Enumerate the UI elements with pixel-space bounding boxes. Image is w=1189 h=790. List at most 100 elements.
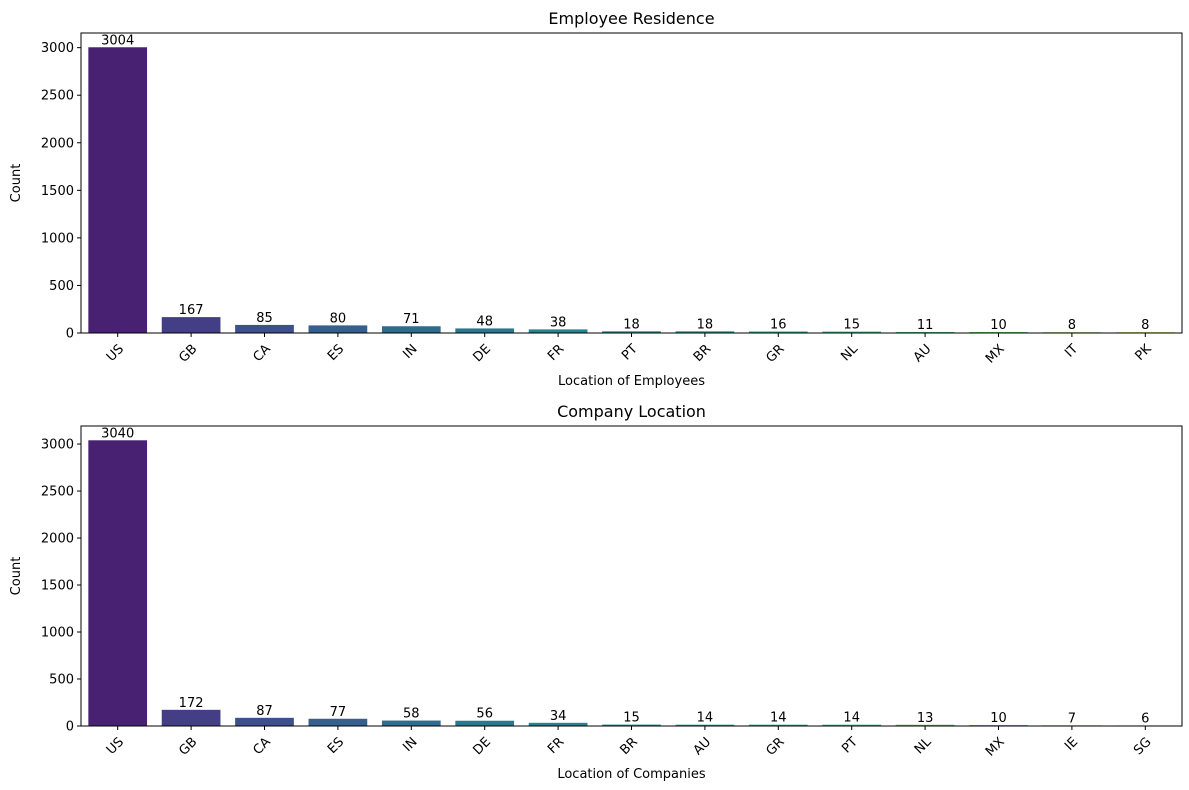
bar-value-label: 14 <box>697 711 714 726</box>
x-tick-label: AU <box>911 342 935 366</box>
x-tick-label: IN <box>400 735 420 755</box>
bar-ca <box>235 717 294 726</box>
bar-value-label: 34 <box>550 709 567 724</box>
x-tick-label: MX <box>983 735 1008 760</box>
bar-value-label: 16 <box>770 317 787 332</box>
x-tick-label: PT <box>839 735 861 757</box>
x-tick-label: NL <box>912 734 935 757</box>
x-tick-label: FR <box>545 735 567 757</box>
bar-gb <box>161 317 221 333</box>
bar-in <box>381 326 441 333</box>
bar-value-label: 56 <box>476 707 493 722</box>
bar-fr <box>528 329 588 333</box>
bar-value-label: 18 <box>623 317 640 332</box>
bar-value-label: 10 <box>990 318 1007 333</box>
y-tick-label: 2000 <box>41 136 74 151</box>
x-tick-label: NL <box>838 341 861 364</box>
y-tick-label: 2500 <box>41 89 74 104</box>
bar-value-label: 11 <box>917 318 934 333</box>
bar-value-label: 15 <box>623 711 640 726</box>
x-axis-label: Location of Employees <box>558 374 705 389</box>
x-tick-label: FR <box>545 342 567 364</box>
x-tick-label: GB <box>176 735 200 759</box>
bar-value-label: 18 <box>697 317 714 332</box>
bar-es <box>308 325 368 333</box>
bar-nl <box>822 331 882 333</box>
bar-br <box>675 331 735 333</box>
bar-value-label: 3040 <box>101 426 134 441</box>
bar-es <box>308 718 368 726</box>
y-tick-label: 3000 <box>41 41 74 56</box>
bar-gb <box>161 709 221 726</box>
x-tick-label: US <box>104 735 127 758</box>
bar-value-label: 7 <box>1068 711 1076 726</box>
bar-de <box>455 328 515 333</box>
plot-frame <box>80 32 1183 334</box>
bar-value-label: 6 <box>1141 711 1149 726</box>
y-axis-label: Count <box>9 164 24 203</box>
bar-value-label: 8 <box>1068 318 1076 333</box>
bar-value-label: 13 <box>917 711 934 726</box>
bar-us <box>88 47 148 333</box>
plot-frame <box>80 425 1183 727</box>
y-tick-label: 1000 <box>41 231 74 246</box>
bar-au <box>895 331 955 333</box>
bar-in <box>381 720 441 726</box>
bar-de <box>455 720 515 726</box>
x-tick-label: CA <box>250 735 273 758</box>
x-tick-label: BR <box>618 735 641 758</box>
y-axis-label: Count <box>9 557 24 596</box>
x-tick-label: GB <box>176 342 200 366</box>
y-tick-label: 3000 <box>41 438 74 453</box>
y-tick-label: 1000 <box>41 626 74 641</box>
bar-value-label: 87 <box>256 704 273 719</box>
x-tick-label: IE <box>1062 735 1081 754</box>
bar-value-label: 14 <box>770 711 787 726</box>
y-tick-label: 500 <box>49 673 74 688</box>
bar-us <box>88 440 148 726</box>
y-tick-label: 2500 <box>41 485 74 500</box>
bar-fr <box>528 722 588 726</box>
x-tick-label: US <box>104 342 127 365</box>
bar-value-label: 38 <box>550 315 567 330</box>
chart-company-location: 3040 US 172 GB 87 CA 77 ES 58 IN 56 DE 34 FR 15 BR 14 AU 1… <box>9 402 1183 782</box>
x-tick-label: CA <box>250 342 273 365</box>
bar-pt <box>602 331 661 333</box>
x-tick-label: BR <box>691 342 714 365</box>
y-tick-label: 2000 <box>41 532 74 547</box>
y-tick-label: 500 <box>49 279 74 294</box>
x-tick-label: ES <box>325 342 347 364</box>
bar-value-label: 172 <box>179 696 204 711</box>
x-tick-label: SG <box>1131 735 1155 759</box>
chart-employee-residence: 3004US167GB85CA80ES71IN48DE38FR18PT18BR1… <box>9 9 1183 389</box>
x-tick-label: IN <box>400 342 420 362</box>
x-tick-label: DE <box>471 342 495 366</box>
bar-value-label: 167 <box>179 303 204 318</box>
chart-title: Employee Residence <box>548 9 714 28</box>
x-tick-label: GR <box>763 735 787 759</box>
bar-value-label: 10 <box>990 711 1007 726</box>
bar-br <box>602 724 661 726</box>
bar-value-label: 58 <box>403 707 420 722</box>
x-tick-label: IT <box>1062 342 1081 361</box>
bar-value-label: 80 <box>330 311 347 326</box>
y-tick-label: 1500 <box>41 184 74 199</box>
chart-title: Company Location <box>557 402 706 421</box>
x-tick-label: ES <box>325 735 347 757</box>
x-tick-label: PK <box>1132 341 1155 364</box>
y-tick-label: 0 <box>66 327 74 342</box>
y-tick-label: 0 <box>66 720 74 735</box>
bar-au <box>675 724 735 726</box>
bar-value-label: 85 <box>256 311 273 326</box>
bar-value-label: 71 <box>403 312 420 327</box>
x-tick-label: PT <box>619 342 641 364</box>
x-tick-label: DE <box>471 735 495 759</box>
bar-value-label: 77 <box>330 705 347 720</box>
bar-ca <box>235 324 294 333</box>
bar-pt <box>822 724 882 726</box>
bar-value-label: 8 <box>1141 318 1149 333</box>
x-axis-label: Location of Companies <box>557 767 706 782</box>
x-tick-label: MX <box>983 342 1008 367</box>
bar-nl <box>895 724 955 726</box>
